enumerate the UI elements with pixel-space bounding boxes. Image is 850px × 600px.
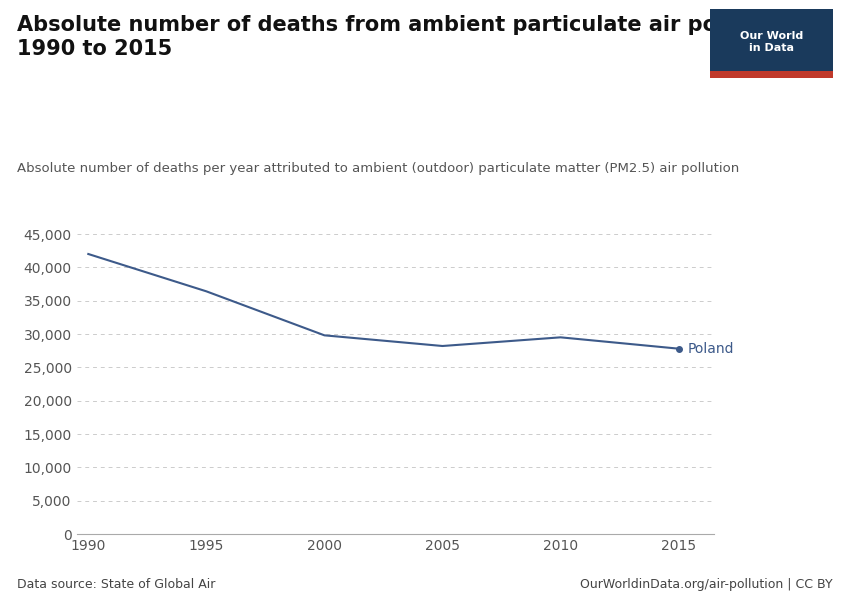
Text: OurWorldinData.org/air-pollution | CC BY: OurWorldinData.org/air-pollution | CC BY — [581, 578, 833, 591]
Text: Poland: Poland — [688, 341, 734, 356]
Text: Absolute number of deaths from ambient particulate air pollution,
1990 to 2015: Absolute number of deaths from ambient p… — [17, 15, 801, 59]
Text: Absolute number of deaths per year attributed to ambient (outdoor) particulate m: Absolute number of deaths per year attri… — [17, 162, 740, 175]
Text: Our World
in Data: Our World in Data — [740, 31, 803, 53]
Text: Data source: State of Global Air: Data source: State of Global Air — [17, 578, 215, 591]
